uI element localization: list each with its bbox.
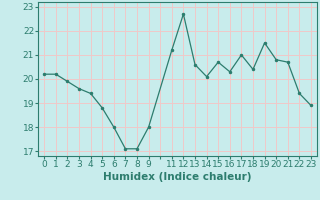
X-axis label: Humidex (Indice chaleur): Humidex (Indice chaleur) [103,172,252,182]
